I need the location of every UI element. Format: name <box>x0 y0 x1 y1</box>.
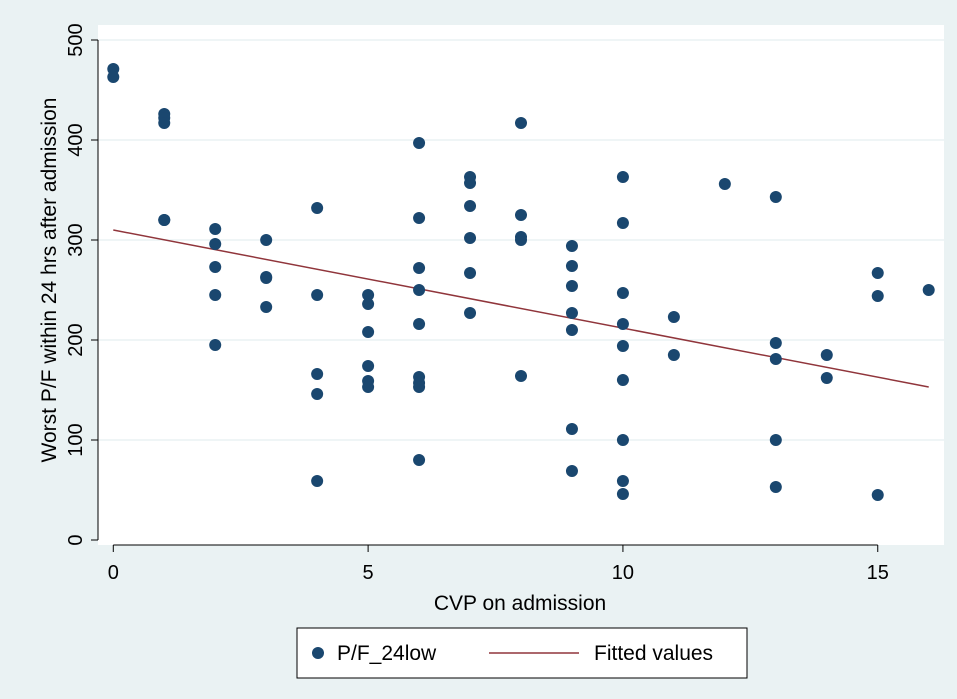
axes: 0 100 200 300 400 500 0 5 10 15 <box>65 23 889 584</box>
x-tick-label: 5 <box>363 562 374 584</box>
y-tick-label: 200 <box>65 323 87 356</box>
data-point <box>413 381 426 393</box>
data-point <box>565 324 578 336</box>
y-tick-label: 100 <box>65 423 87 456</box>
data-point <box>565 465 578 477</box>
data-point <box>667 349 680 361</box>
data-point <box>515 370 527 382</box>
data-point <box>413 262 426 274</box>
data-point <box>260 272 273 284</box>
x-tick-label: 15 <box>867 562 889 584</box>
x-tick-label: 10 <box>612 562 634 584</box>
data-point <box>209 261 222 273</box>
data-point <box>616 340 629 352</box>
data-point <box>820 372 833 384</box>
data-point <box>209 339 222 351</box>
legend-label-scatter: P/F_24low <box>337 642 437 665</box>
legend: P/F_24low Fitted values <box>296 627 748 679</box>
data-point <box>616 374 629 386</box>
data-point <box>158 117 171 129</box>
data-point <box>565 423 578 435</box>
data-point <box>413 212 426 224</box>
data-point <box>464 232 477 244</box>
data-point <box>311 368 324 380</box>
data-point <box>769 434 782 446</box>
data-point <box>515 234 527 246</box>
data-point <box>260 234 273 246</box>
data-point <box>769 191 782 203</box>
data-point <box>667 311 680 323</box>
data-point <box>515 117 527 129</box>
data-point <box>311 289 324 301</box>
data-point <box>311 388 324 400</box>
data-point <box>616 217 629 229</box>
data-point <box>616 434 629 446</box>
data-point <box>565 240 578 252</box>
data-point <box>464 177 477 189</box>
legend-marker-scatter <box>312 647 324 659</box>
data-point <box>616 475 629 487</box>
data-point <box>464 267 477 279</box>
y-tick-label: 400 <box>65 123 87 156</box>
data-point <box>413 318 426 330</box>
data-point <box>769 353 782 365</box>
x-tick-label: 0 <box>108 562 119 584</box>
x-axis-title: CVP on admission <box>434 592 606 615</box>
y-tick-label: 0 <box>65 534 87 545</box>
data-point <box>922 284 935 296</box>
data-point <box>209 223 222 235</box>
plot-area <box>98 25 944 545</box>
data-point <box>107 71 120 83</box>
data-point <box>209 238 222 250</box>
legend-label-fitted: Fitted values <box>594 642 713 665</box>
fitted-values-line <box>113 229 929 388</box>
data-point <box>515 209 527 221</box>
data-point <box>565 307 578 319</box>
data-point <box>209 289 222 301</box>
data-point <box>260 301 273 313</box>
data-point <box>616 171 629 183</box>
data-point <box>311 475 324 487</box>
data-point <box>871 290 884 302</box>
data-point <box>871 267 884 279</box>
data-point <box>565 280 578 292</box>
scatter-points <box>107 63 935 501</box>
data-point <box>871 489 884 501</box>
data-point <box>362 360 375 372</box>
y-tick-label: 300 <box>65 223 87 256</box>
data-point <box>464 200 477 212</box>
data-point <box>362 289 375 301</box>
data-point <box>616 318 629 330</box>
data-point <box>616 287 629 299</box>
data-point <box>362 326 375 338</box>
data-point <box>413 137 426 149</box>
data-point <box>413 454 426 466</box>
data-point <box>464 307 477 319</box>
data-point <box>616 488 629 500</box>
data-point <box>158 214 171 226</box>
data-point <box>769 337 782 349</box>
data-point <box>362 381 375 393</box>
y-tick-label: 500 <box>65 23 87 56</box>
data-point <box>362 298 375 310</box>
fitted-line-layer <box>113 229 929 388</box>
data-point <box>820 349 833 361</box>
data-point <box>311 202 324 214</box>
data-point <box>413 284 426 296</box>
data-point <box>769 481 782 493</box>
data-point <box>565 260 578 272</box>
y-axis-title: Worst P/F within 24 hrs after admission <box>38 98 61 463</box>
data-point <box>718 178 731 190</box>
